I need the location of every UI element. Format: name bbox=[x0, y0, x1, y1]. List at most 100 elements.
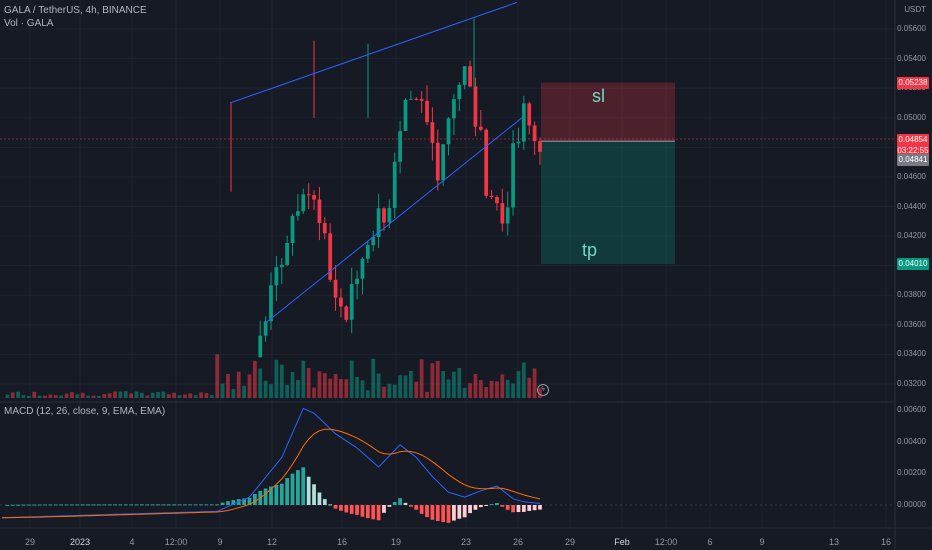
macd-histogram-bar bbox=[269, 486, 273, 505]
macd-histogram-bar bbox=[349, 505, 354, 514]
volume-bar bbox=[473, 374, 478, 398]
candle-body bbox=[371, 236, 376, 246]
candle-body bbox=[408, 98, 413, 100]
candle-body bbox=[452, 99, 456, 119]
candle-body bbox=[312, 195, 316, 200]
candle-body bbox=[376, 208, 381, 237]
macd-histogram-bar bbox=[43, 504, 47, 506]
candle-body bbox=[527, 103, 532, 126]
macd-histogram bbox=[5, 467, 542, 523]
symbol-legend[interactable]: GALA / TetherUS, 4h, BINANCE bbox=[4, 5, 147, 16]
candle-body bbox=[511, 143, 515, 208]
volume-bar bbox=[269, 384, 273, 398]
volume-bar bbox=[322, 373, 327, 398]
volume-bar bbox=[468, 383, 472, 398]
macd-histogram-bar bbox=[247, 497, 252, 505]
volume-bar bbox=[118, 391, 123, 398]
macd-histogram-bar bbox=[134, 504, 139, 506]
candle-body bbox=[538, 141, 542, 152]
candle-body bbox=[425, 100, 429, 123]
volume-bar bbox=[511, 383, 515, 398]
volume-bar bbox=[274, 359, 279, 398]
macd-tick-label: 0.00000 bbox=[897, 500, 926, 509]
macd-histogram-bar bbox=[139, 504, 144, 506]
macd-histogram-bar bbox=[145, 504, 150, 506]
volume-bar bbox=[392, 384, 397, 398]
candle-body bbox=[392, 161, 397, 208]
macd-histogram-bar bbox=[516, 505, 521, 513]
volume-bar bbox=[10, 392, 15, 398]
candle-body bbox=[349, 284, 354, 320]
macd-tick-label: 0.00600 bbox=[897, 405, 926, 414]
macd-histogram-bar bbox=[53, 504, 58, 506]
macd-histogram-bar bbox=[16, 504, 21, 506]
macd-histogram-bar bbox=[468, 505, 472, 514]
volume-bar bbox=[172, 392, 177, 398]
macd-histogram-bar bbox=[322, 499, 327, 505]
macd-legend[interactable]: MACD (12, 26, close, 9, EMA, EMA) bbox=[4, 406, 166, 417]
time-tick-label: 12:00 bbox=[164, 537, 188, 547]
price-tick-label: 0.05000 bbox=[897, 112, 926, 122]
volume-bar bbox=[43, 395, 47, 398]
macd-histogram-bar bbox=[414, 505, 419, 510]
macd-histogram-bar bbox=[37, 504, 42, 506]
price-tick-label: 0.03600 bbox=[897, 319, 926, 329]
volume-bar bbox=[199, 392, 203, 398]
price-tick-label: 0.03200 bbox=[897, 379, 926, 388]
candle-body bbox=[382, 208, 386, 223]
price-tick-label: 0.03800 bbox=[897, 290, 926, 300]
volume-bar bbox=[516, 371, 521, 398]
candle-body bbox=[269, 285, 273, 322]
flash-icon[interactable]: ϟ bbox=[537, 384, 549, 396]
macd-histogram-bar bbox=[80, 504, 85, 506]
volume-bar bbox=[349, 360, 354, 398]
macd-histogram-bar bbox=[425, 505, 429, 518]
volume-bar bbox=[32, 391, 37, 398]
candle-body bbox=[263, 321, 268, 336]
candle-body bbox=[290, 215, 295, 244]
macd-histogram-bar bbox=[279, 483, 284, 505]
macd-histogram-bar bbox=[392, 502, 397, 505]
volume-bar bbox=[113, 391, 117, 398]
candle-body bbox=[489, 195, 494, 198]
macd-histogram-bar bbox=[220, 502, 225, 505]
macd-histogram-bar bbox=[521, 505, 526, 512]
volume-bar bbox=[226, 373, 230, 398]
macd-histogram-bar bbox=[48, 504, 53, 506]
macd-tick-label: 0.00200 bbox=[897, 468, 926, 478]
volume-bar bbox=[70, 392, 74, 398]
candle-body bbox=[333, 279, 338, 298]
candle-body bbox=[403, 99, 408, 132]
volume-bar bbox=[129, 393, 134, 398]
risk-reward-zones bbox=[541, 82, 675, 265]
last-price-tag: 0.04854 bbox=[897, 134, 929, 146]
stop-loss-zone bbox=[541, 82, 675, 142]
volume-bar bbox=[408, 370, 413, 398]
macd-histogram-bar bbox=[430, 505, 435, 520]
macd-histogram-bar bbox=[452, 505, 456, 521]
macd-histogram-bar bbox=[226, 501, 230, 505]
volume-bar bbox=[107, 393, 112, 398]
candle-body bbox=[328, 233, 333, 280]
volume-bar bbox=[403, 375, 408, 398]
macd-histogram-bar bbox=[495, 503, 499, 505]
macd-histogram-bar bbox=[290, 473, 295, 505]
volume-bar bbox=[333, 374, 338, 398]
macd-histogram-bar bbox=[285, 478, 290, 505]
macd-histogram-bar bbox=[505, 505, 510, 510]
macd-histogram-bar bbox=[107, 504, 112, 506]
candle-body bbox=[398, 131, 403, 162]
volume-bar bbox=[16, 391, 21, 398]
macd-histogram-bar bbox=[102, 504, 107, 506]
stop-loss-label: sl bbox=[592, 86, 605, 106]
macd-histogram-bar bbox=[511, 505, 515, 513]
volume-legend[interactable]: Vol · GALA bbox=[4, 18, 54, 29]
macd-histogram-bar bbox=[462, 505, 467, 518]
volume-bar bbox=[355, 376, 359, 398]
macd-histogram-bar bbox=[489, 504, 494, 506]
macd-histogram-bar bbox=[5, 504, 10, 506]
macd-histogram-bar bbox=[215, 504, 220, 506]
macd-histogram-bar bbox=[96, 504, 101, 506]
macd-histogram-bar bbox=[435, 505, 440, 522]
